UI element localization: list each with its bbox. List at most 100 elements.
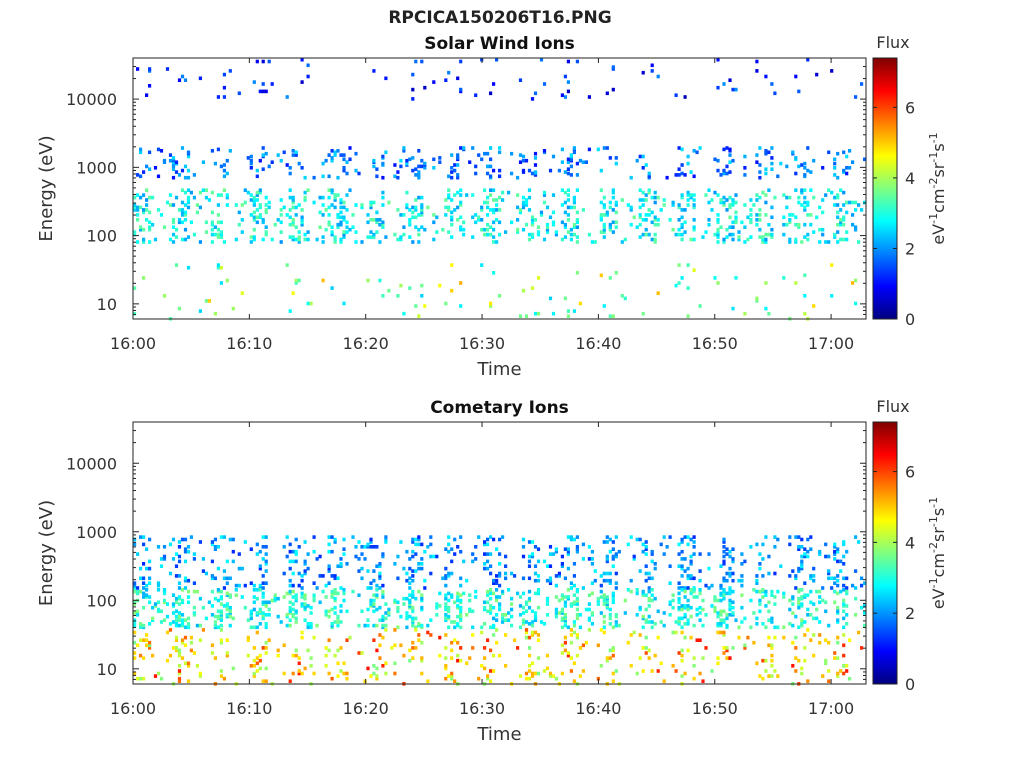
flux-pixel [447, 193, 451, 197]
flux-pixel [599, 218, 603, 222]
flux-pixel [213, 620, 217, 624]
flux-pixel [417, 537, 421, 542]
flux-pixel [773, 195, 777, 200]
flux-pixel [578, 625, 582, 630]
flux-pixel [581, 586, 585, 590]
flux-pixel [270, 160, 274, 164]
flux-pixel [731, 611, 735, 615]
flux-pixel [857, 630, 861, 635]
flux-pixel [662, 679, 666, 683]
flux-pixel [794, 574, 798, 578]
flux-pixel [605, 210, 609, 215]
flux-pixel [459, 646, 463, 650]
flux-pixel [372, 578, 376, 583]
flux-pixel [327, 614, 331, 619]
flux-pixel [761, 595, 765, 599]
flux-pixel [489, 174, 493, 179]
flux-pixel [827, 640, 831, 645]
flux-pixel [827, 554, 831, 559]
flux-pixel [560, 651, 564, 655]
flux-pixel [842, 542, 846, 547]
flux-pixel [614, 571, 618, 576]
flux-pixel [474, 213, 478, 217]
flux-pixel [572, 198, 576, 202]
flux-pixel [495, 198, 499, 202]
flux-pixel [360, 552, 364, 556]
flux-pixel [611, 648, 615, 653]
flux-pixel [788, 622, 792, 626]
flux-pixel [285, 554, 289, 559]
flux-pixel [210, 149, 214, 153]
flux-pixel [524, 600, 529, 605]
flux-pixel [139, 638, 143, 642]
flux-pixel [198, 205, 202, 210]
flux-pixel [291, 583, 295, 588]
flux-pixel [321, 203, 325, 207]
flux-pixel [698, 591, 702, 596]
flux-pixel [521, 200, 526, 205]
flux-pixel [689, 554, 693, 559]
flux-pixel [261, 595, 265, 599]
flux-pixel [725, 646, 729, 650]
flux-pixel [252, 625, 256, 630]
y-tick-label: 10000 [66, 454, 117, 473]
flux-pixel [174, 638, 179, 642]
flux-pixel [641, 232, 645, 237]
flux-pixel [201, 628, 205, 632]
flux-pixel [145, 588, 149, 592]
flux-pixel [692, 174, 696, 179]
flux-pixel [186, 168, 191, 173]
flux-pixel [575, 633, 579, 637]
flux-pixel [764, 213, 768, 217]
flux-pixel [297, 669, 301, 673]
flux-pixel [384, 671, 388, 676]
flux-pixel [501, 198, 505, 202]
flux-pixel [459, 613, 463, 617]
flux-pixel [605, 656, 609, 660]
flux-pixel [378, 576, 382, 581]
flux-pixel [267, 638, 271, 642]
flux-pixel [599, 664, 603, 668]
flux-pixel [695, 150, 699, 155]
flux-pixel [429, 633, 433, 637]
flux-pixel [486, 559, 490, 564]
flux-pixel [812, 578, 816, 583]
flux-pixel [168, 542, 173, 547]
flux-pixel [162, 598, 167, 603]
flux-pixel [569, 537, 573, 542]
flux-pixel [489, 625, 493, 630]
flux-pixel [255, 59, 259, 64]
flux-pixel [354, 240, 358, 244]
flux-pixel [641, 646, 645, 650]
flux-pixel [261, 89, 265, 94]
flux-pixel [536, 230, 541, 234]
flux-pixel [566, 205, 570, 210]
flux-pixel [339, 564, 343, 568]
flux-pixel [632, 630, 636, 635]
flux-pixel [177, 220, 182, 225]
flux-pixel [210, 651, 214, 655]
flux-pixel [267, 613, 271, 617]
flux-pixel [740, 605, 744, 610]
flux-pixel [740, 562, 744, 566]
flux-pixel [420, 158, 424, 163]
flux-pixel [375, 588, 379, 592]
flux-pixel [731, 306, 735, 311]
flux-pixel [342, 230, 346, 234]
flux-pixel [142, 240, 146, 244]
y-tick-label: 10 [97, 660, 117, 679]
flux-pixel [839, 218, 843, 222]
flux-pixel [521, 537, 526, 542]
flux-pixel [788, 220, 792, 225]
flux-pixel [408, 557, 412, 561]
flux-pixel [474, 93, 478, 97]
flux-pixel [372, 158, 376, 163]
flux-pixel [653, 218, 657, 222]
flux-pixel [818, 205, 822, 210]
flux-pixel [177, 611, 182, 615]
flux-pixel [381, 220, 385, 225]
flux-pixel [686, 203, 690, 207]
flux-pixel [456, 598, 460, 603]
flux-pixel [773, 595, 777, 599]
flux-pixel [414, 208, 418, 212]
